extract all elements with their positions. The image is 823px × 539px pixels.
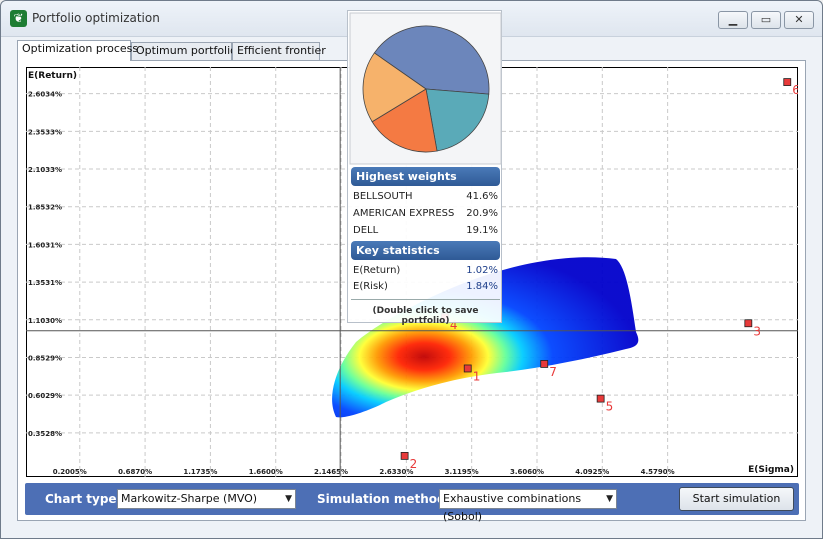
y-axis-title: E(Return) xyxy=(28,71,77,81)
y-tick-label: 0.3528% xyxy=(28,430,62,438)
y-tick-label: 1.1030% xyxy=(28,317,62,325)
x-tick-label: 2.1465% xyxy=(314,468,348,476)
portfolio-point-label: 1 xyxy=(473,369,481,383)
weight-value: 20.9% xyxy=(466,208,498,219)
x-tick-label: 4.5790% xyxy=(641,468,675,476)
app-leaf-icon: ❦ xyxy=(10,10,27,27)
tab-optimum-portfolios[interactable]: Optimum portfolios xyxy=(131,42,243,60)
weight-name: AMERICAN EXPRESS xyxy=(353,208,455,219)
portfolio-point xyxy=(463,364,472,373)
tab-efficient-frontier[interactable]: Efficient frontier xyxy=(232,42,326,60)
stat-value: 1.84% xyxy=(466,281,498,292)
portfolio-point xyxy=(400,451,409,460)
portfolio-point-label: 7 xyxy=(549,365,557,379)
y-tick-label: 2.3533% xyxy=(28,128,62,136)
pie-slice xyxy=(362,52,427,123)
weight-row: DELL 19.1% xyxy=(353,225,498,236)
portfolio-point-label: 4 xyxy=(450,318,458,332)
simulation-density-cloud xyxy=(332,257,639,418)
chart-type-select[interactable]: Markowitz-Sharpe (MVO) ▼ xyxy=(117,489,296,509)
y-tick-label: 0.6029% xyxy=(28,392,62,400)
portfolio-point xyxy=(540,360,549,368)
minimize-button[interactable]: ▁ xyxy=(718,11,748,29)
simulation-method-select[interactable]: Exhaustive combinations (Sobol) ▼ xyxy=(439,489,617,523)
stat-row: E(Risk) 1.84% xyxy=(353,281,498,292)
portfolio-point-label: 3 xyxy=(753,324,761,338)
y-tick-label: 2.1033% xyxy=(28,166,62,174)
x-tick-label: 3.1195% xyxy=(445,468,479,476)
optimization-process-panel: 2.6034% 2.3533% 2.1033% 1.8532% 1.6031% 1.353… xyxy=(17,10,806,521)
minimize-icon: ▁ xyxy=(728,13,738,26)
y-tick-label: 1.3531% xyxy=(28,279,62,287)
close-button[interactable]: ✕ xyxy=(784,11,814,29)
simulation-method-label: Simulation method: xyxy=(317,492,451,506)
portfolio-point xyxy=(744,319,753,328)
portfolio-tooltip-popup[interactable]: Highest weights BELLSOUTH 41.6% AMERICAN … xyxy=(347,10,502,326)
chart-type-value: Markowitz-Sharpe (MVO) xyxy=(121,492,258,505)
highest-weights-header: Highest weights xyxy=(351,167,500,186)
x-tick-label: 0.2005% xyxy=(53,468,87,476)
y-tick-label: 2.6034% xyxy=(28,91,62,99)
weight-name: DELL xyxy=(353,225,379,236)
y-tick-label: 1.6031% xyxy=(28,241,62,249)
x-tick-label: 0.6870% xyxy=(118,468,152,476)
popup-separator xyxy=(351,299,500,300)
portfolio-point xyxy=(783,78,792,86)
y-tick-label: 0.8529% xyxy=(28,354,62,362)
tab-optimization-process[interactable]: Optimization process xyxy=(17,40,138,61)
portfolio-point-label: 2 xyxy=(410,457,418,471)
x-axis-title: E(Sigma) xyxy=(748,465,794,475)
maximize-icon: ▭ xyxy=(760,13,772,26)
portfolio-point-label: 6 xyxy=(792,83,798,97)
x-tick-label: 2.6330% xyxy=(379,468,413,476)
x-tick-label: 1.1735% xyxy=(183,468,217,476)
weight-row: BELLSOUTH 41.6% xyxy=(353,191,498,202)
stat-value: 1.02% xyxy=(466,265,498,276)
x-tick-label: 3.6060% xyxy=(510,468,544,476)
close-icon: ✕ xyxy=(794,13,804,26)
portfolio-weights-pie xyxy=(349,12,502,165)
pie-slice xyxy=(371,88,438,153)
window-title: Portfolio optimization xyxy=(32,11,160,25)
stat-row: E(Return) 1.02% xyxy=(353,265,498,276)
y-tick-label: 1.8532% xyxy=(28,204,62,212)
start-simulation-button[interactable]: Start simulation xyxy=(679,487,794,511)
maximize-button[interactable]: ▭ xyxy=(751,11,781,29)
save-portfolio-hint: (Double click to save portfolio) xyxy=(372,306,479,326)
chevron-down-icon: ▼ xyxy=(285,494,292,504)
weight-name: BELLSOUTH xyxy=(353,191,413,202)
x-tick-label: 4.0925% xyxy=(575,468,609,476)
stat-name: E(Return) xyxy=(353,265,401,276)
x-tick-label: 1.6600% xyxy=(249,468,283,476)
chart-type-label: Chart type: xyxy=(45,492,122,506)
key-statistics-header: Key statistics xyxy=(351,241,500,260)
stat-name: E(Risk) xyxy=(353,281,388,292)
portfolio-point-label: 5 xyxy=(606,400,614,414)
pie-slice xyxy=(373,25,490,95)
weight-row: AMERICAN EXPRESS 20.9% xyxy=(353,208,498,219)
simulation-controls-bar: Chart type: Markowitz-Sharpe (MVO) ▼ Sim… xyxy=(25,483,799,523)
weight-value: 41.6% xyxy=(466,191,498,202)
chevron-down-icon: ▼ xyxy=(606,494,613,504)
simulation-method-value: Exhaustive combinations (Sobol) xyxy=(443,492,582,523)
pie-slice xyxy=(425,88,490,152)
portfolio-point xyxy=(596,394,605,403)
weight-value: 19.1% xyxy=(466,225,498,236)
